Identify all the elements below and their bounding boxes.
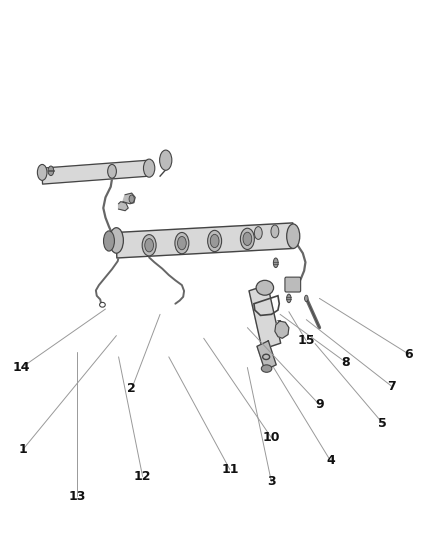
Polygon shape (275, 321, 289, 338)
Ellipse shape (99, 302, 105, 307)
Ellipse shape (304, 295, 308, 302)
Ellipse shape (287, 224, 300, 248)
Ellipse shape (103, 231, 114, 251)
Ellipse shape (243, 232, 252, 246)
Polygon shape (123, 193, 135, 204)
Text: 12: 12 (134, 470, 152, 483)
Text: 8: 8 (341, 356, 350, 369)
Text: 4: 4 (326, 454, 335, 467)
Ellipse shape (129, 195, 134, 203)
Ellipse shape (256, 280, 274, 295)
Ellipse shape (254, 227, 262, 239)
Text: 7: 7 (387, 379, 396, 393)
Polygon shape (116, 223, 294, 258)
Ellipse shape (177, 237, 186, 250)
FancyBboxPatch shape (285, 277, 300, 292)
Ellipse shape (261, 365, 272, 372)
Text: 15: 15 (297, 334, 315, 348)
Ellipse shape (287, 294, 291, 303)
Ellipse shape (144, 159, 155, 177)
Text: 9: 9 (315, 398, 324, 411)
Ellipse shape (145, 239, 153, 252)
Polygon shape (42, 160, 149, 184)
Text: 13: 13 (68, 490, 86, 503)
Ellipse shape (110, 228, 124, 253)
Text: 3: 3 (267, 475, 276, 488)
Polygon shape (249, 285, 281, 349)
Ellipse shape (159, 150, 172, 170)
Text: 14: 14 (13, 361, 30, 374)
Polygon shape (119, 201, 128, 211)
Ellipse shape (37, 165, 47, 180)
Text: 1: 1 (18, 443, 27, 456)
Text: 11: 11 (221, 463, 239, 476)
Ellipse shape (210, 235, 219, 248)
Polygon shape (257, 341, 276, 370)
Text: 2: 2 (127, 382, 136, 395)
Ellipse shape (208, 230, 222, 252)
Ellipse shape (273, 258, 278, 268)
Ellipse shape (175, 232, 189, 254)
Text: 5: 5 (378, 417, 387, 430)
Text: 10: 10 (263, 431, 280, 444)
Ellipse shape (48, 166, 54, 175)
Ellipse shape (108, 165, 117, 178)
Text: 6: 6 (405, 348, 413, 361)
Ellipse shape (142, 235, 156, 256)
Ellipse shape (271, 225, 279, 238)
Ellipse shape (240, 228, 254, 249)
